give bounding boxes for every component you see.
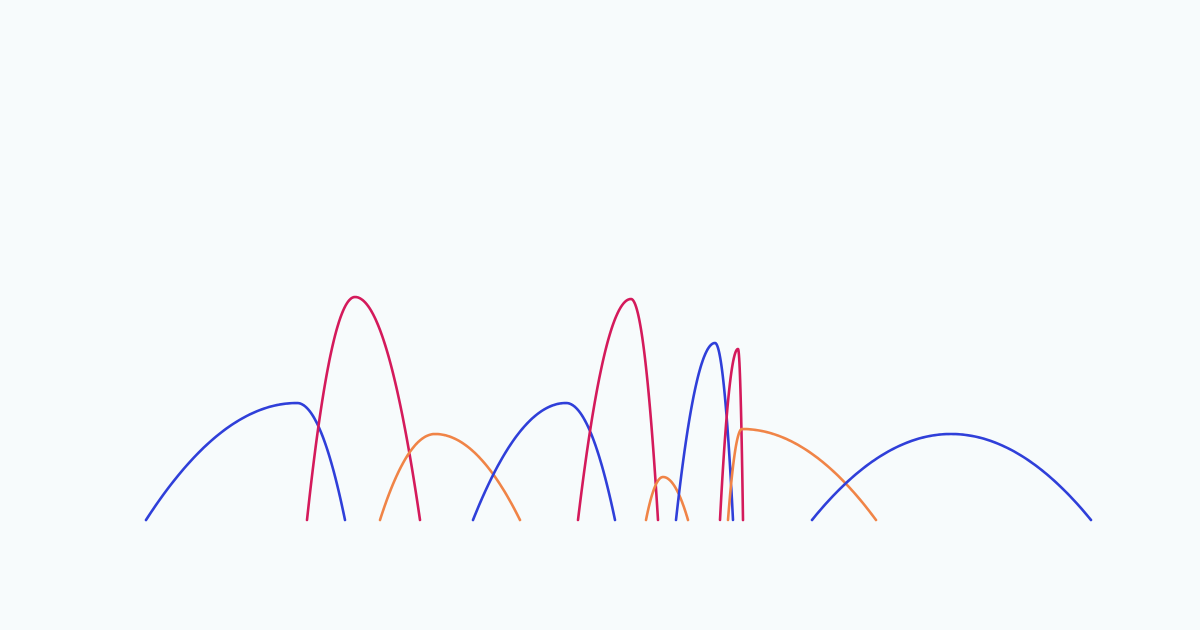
arc-orange-3 (726, 427, 878, 522)
arc-orange-1 (378, 432, 522, 522)
arc-orange-2 (644, 475, 690, 522)
arc-layer (144, 295, 1093, 522)
arc-blue-1 (144, 401, 347, 522)
arc-blue-4 (810, 432, 1093, 522)
arc-crimson-3 (718, 347, 745, 522)
arc-crimson-1 (305, 295, 422, 522)
arc-blue-2 (471, 401, 617, 522)
arc-crimson-2 (576, 297, 660, 522)
